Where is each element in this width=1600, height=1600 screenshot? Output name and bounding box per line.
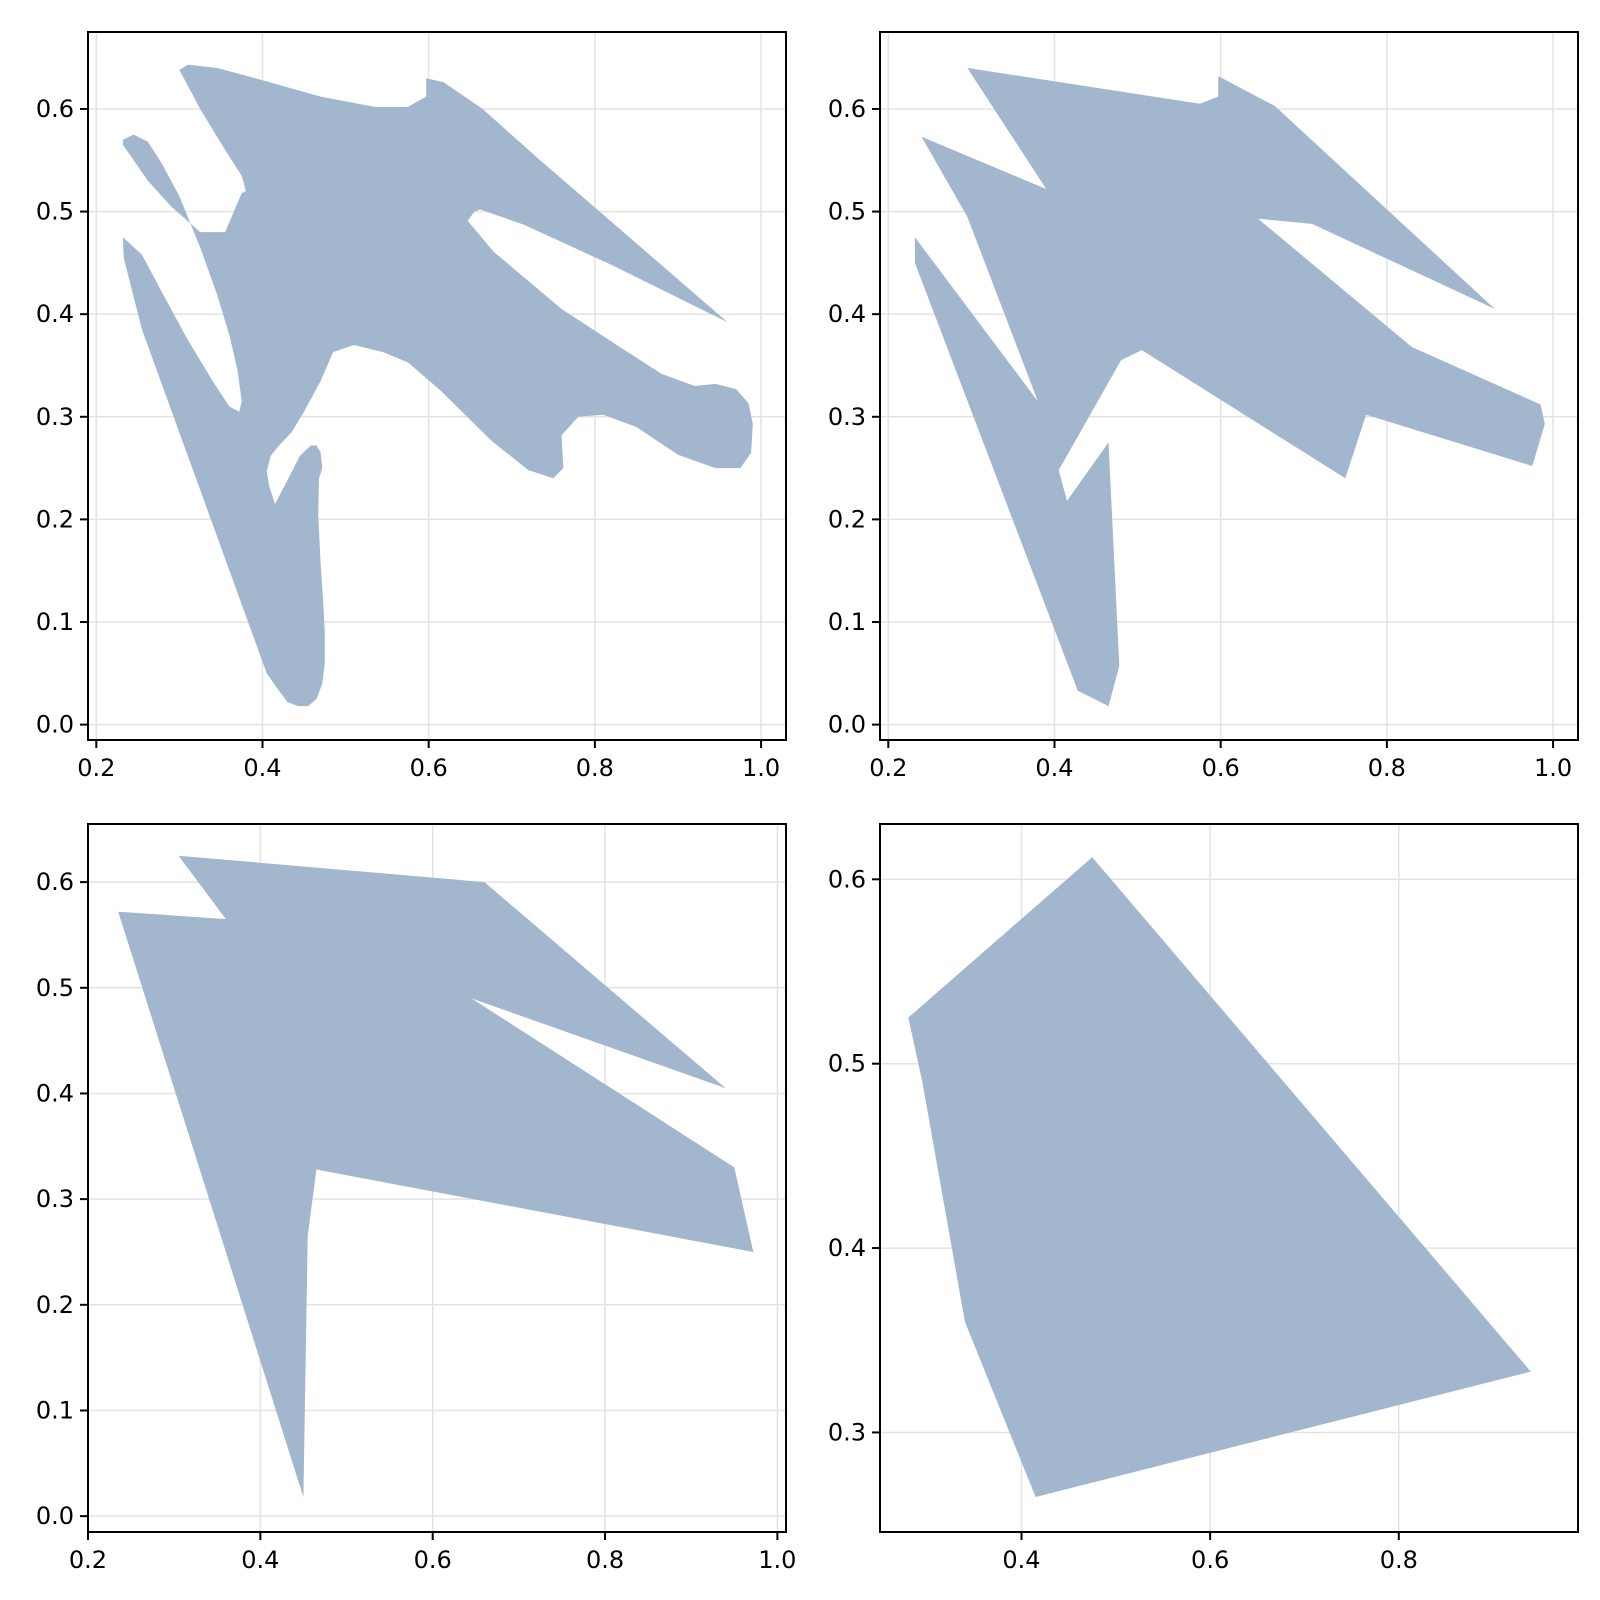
y-tick-label: 0.4 (36, 300, 74, 328)
panel-1: 0.2 0.4 0.6 0.8 1.0 0.0 0.1 0.2 0.3 0.4 0.5 0.6 (36, 31, 787, 782)
axes-frame (87, 31, 787, 741)
y-tick-label: 0.1 (36, 1396, 74, 1424)
filled-polygon (122, 64, 753, 707)
y-tick-label: 0.2 (828, 505, 866, 533)
y-tick-label: 0.1 (828, 608, 866, 636)
y-tick-label: 0.3 (36, 1185, 74, 1213)
y-tick-label: 0.4 (36, 1079, 74, 1107)
x-tick-label: 0.6 (414, 1546, 452, 1574)
y-tick-label: 0.6 (828, 95, 866, 123)
y-tick-label: 0.2 (36, 505, 74, 533)
x-tick-label: 0.8 (576, 754, 614, 782)
axes-frame (879, 823, 1579, 1533)
axes-frame (87, 823, 787, 1533)
y-tick-label: 0.3 (828, 1418, 866, 1446)
x-tick-label: 1.0 (1534, 754, 1572, 782)
filled-polygon (908, 857, 1531, 1497)
x-tick-label: 0.4 (1035, 754, 1073, 782)
y-tick-label: 0.6 (36, 95, 74, 123)
y-tick-label: 0.3 (36, 403, 74, 431)
x-tick-label: 0.4 (241, 1546, 279, 1574)
panel-4: 0.4 0.6 0.8 0.3 0.4 0.5 0.6 (828, 823, 1579, 1574)
x-tick-label: 0.8 (1368, 754, 1406, 782)
y-tick-label: 0.4 (828, 1234, 866, 1262)
x-tick-label: 0.8 (586, 1546, 624, 1574)
y-tick-label: 0.0 (828, 711, 866, 739)
x-tick-label: 0.6 (410, 754, 448, 782)
y-tick-label: 0.4 (828, 300, 866, 328)
panel-3: 0.2 0.4 0.6 0.8 1.0 0.0 0.1 0.2 0.3 0.4 0.5 0.6 (36, 823, 796, 1574)
axes-frame (879, 31, 1579, 741)
x-tick-label: 0.2 (869, 754, 907, 782)
y-tick-label: 0.0 (36, 1502, 74, 1530)
y-tick-label: 0.5 (36, 974, 74, 1002)
y-tick-label: 0.2 (36, 1291, 74, 1319)
y-tick-label: 0.5 (828, 198, 866, 226)
y-tick-label: 0.5 (36, 198, 74, 226)
y-tick-label: 0.6 (36, 868, 74, 896)
y-tick-label: 0.6 (828, 865, 866, 893)
x-tick-label: 0.4 (243, 754, 281, 782)
x-tick-label: 0.6 (1191, 1546, 1229, 1574)
x-tick-label: 0.6 (1202, 754, 1240, 782)
x-tick-label: 0.2 (77, 754, 115, 782)
y-tick-label: 0.1 (36, 608, 74, 636)
y-tick-label: 0.0 (36, 711, 74, 739)
y-tick-label: 0.3 (828, 403, 866, 431)
x-tick-label: 0.4 (1002, 1546, 1040, 1574)
filled-polygon (118, 855, 754, 1498)
y-tick-label: 0.5 (828, 1050, 866, 1078)
panel-2: 0.2 0.4 0.6 0.8 1.0 0.0 0.1 0.2 0.3 0.4 0.5 0.6 (828, 31, 1579, 782)
x-tick-label: 1.0 (758, 1546, 796, 1574)
x-tick-label: 0.8 (1380, 1546, 1418, 1574)
filled-polygon (914, 67, 1545, 707)
x-tick-label: 0.2 (69, 1546, 107, 1574)
x-tick-label: 1.0 (742, 754, 780, 782)
